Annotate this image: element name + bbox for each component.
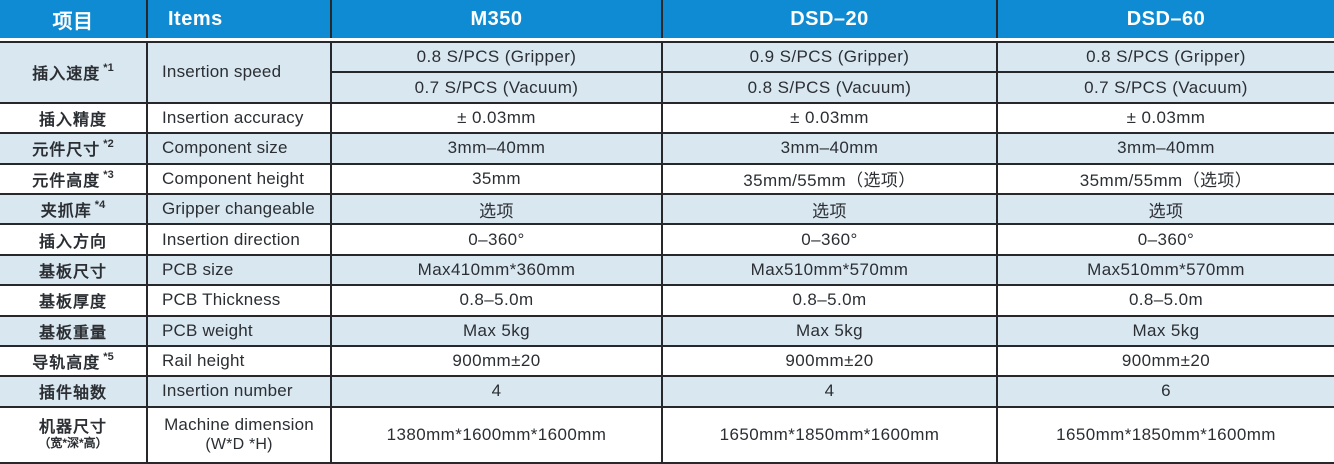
- spec-value: 0.8–5.0m: [332, 286, 663, 317]
- row-label-en: Machine dimension (W*D *H): [148, 407, 332, 464]
- row-label-zh: 插件轴数: [0, 377, 148, 408]
- spec-value: 0.8–5.0m: [663, 286, 998, 317]
- row-label-en: PCB weight: [148, 316, 332, 347]
- row-label-en: Insertion speed: [148, 43, 332, 104]
- spec-value: 900mm±20: [998, 346, 1334, 378]
- spec-table-body: 插入速度 *1 Insertion speed 0.8 S/PCS (Gripper)…: [0, 41, 1334, 464]
- footnote-marker: *2: [103, 138, 114, 151]
- spec-value: 0.8 S/PCS (Vacuum): [663, 73, 998, 104]
- spec-value: 900mm±20: [663, 346, 998, 378]
- row-label-en: Component height: [148, 164, 332, 195]
- spec-value: 3mm–40mm: [663, 134, 998, 165]
- spec-value: 0.7 S/PCS (Vacuum): [998, 73, 1334, 104]
- spec-value: 35mm/55mm（选项）: [998, 164, 1334, 195]
- spec-value: 0–360°: [332, 225, 663, 256]
- spec-value: 900mm±20: [332, 346, 663, 378]
- row-label-en: Insertion accuracy: [148, 103, 332, 135]
- spec-value: Max510mm*570mm: [998, 255, 1334, 287]
- spec-value: 3mm–40mm: [998, 134, 1334, 165]
- spec-value: Max 5kg: [663, 316, 998, 347]
- spec-value: ± 0.03mm: [332, 103, 663, 135]
- row-label-en: Insertion direction: [148, 225, 332, 256]
- row-label-zh: 基板尺寸: [0, 255, 148, 287]
- header-items-en: Items: [148, 0, 332, 38]
- spec-value: 0.7 S/PCS (Vacuum): [332, 73, 663, 104]
- row-label-zh: 基板厚度: [0, 286, 148, 317]
- row-label-zh: 插入速度 *1: [0, 43, 148, 104]
- spec-value: Max410mm*360mm: [332, 255, 663, 287]
- spec-value: Max510mm*570mm: [663, 255, 998, 287]
- spec-value: 选项: [663, 194, 998, 226]
- row-label-en: Insertion number: [148, 377, 332, 408]
- row-label-zh: 元件尺寸 *2: [0, 134, 148, 165]
- table-header-row: 项目 Items M350 DSD–20 DSD–60: [0, 0, 1334, 38]
- spec-value: ± 0.03mm: [663, 103, 998, 135]
- spec-value: 4: [663, 377, 998, 408]
- spec-value: 选项: [998, 194, 1334, 226]
- row-label-zh: 插入方向: [0, 225, 148, 256]
- row-label-en: PCB size: [148, 255, 332, 287]
- spec-value: 0–360°: [663, 225, 998, 256]
- spec-value: 4: [332, 377, 663, 408]
- spec-value: 0.9 S/PCS (Gripper): [663, 43, 998, 74]
- footnote-marker: *4: [94, 199, 106, 212]
- header-separator: [0, 38, 1334, 41]
- spec-value: 1650mm*1850mm*1600mm: [998, 407, 1334, 464]
- row-label-zh: 机器尺寸 （宽*深*高）: [0, 407, 148, 464]
- footnote-marker: *1: [103, 62, 114, 75]
- spec-value: 0.8 S/PCS (Gripper): [998, 43, 1334, 74]
- spec-value: ± 0.03mm: [998, 103, 1334, 135]
- row-label-en: Gripper changeable: [148, 194, 332, 226]
- spec-value: 1380mm*1600mm*1600mm: [332, 407, 663, 464]
- row-label-zh: 导轨高度 *5: [0, 346, 148, 378]
- header-items-zh: 项目: [0, 0, 148, 38]
- spec-value: 35mm/55mm（选项）: [663, 164, 998, 195]
- spec-value: Max 5kg: [998, 316, 1334, 347]
- row-label-zh: 基板重量: [0, 316, 148, 347]
- footnote-marker: *5: [103, 351, 114, 364]
- header-model-dsd60: DSD–60: [1126, 7, 1206, 30]
- spec-value: 3mm–40mm: [332, 134, 663, 165]
- spec-value: 0.8 S/PCS (Gripper): [332, 43, 663, 74]
- row-label-en: Component size: [148, 134, 332, 165]
- header-model-dsd20: DSD–20: [663, 0, 998, 38]
- spec-value: 35mm: [332, 164, 663, 195]
- header-model-m350: M350: [332, 0, 663, 38]
- row-label-en: Rail height: [148, 346, 332, 378]
- spec-value: Max 5kg: [332, 316, 663, 347]
- spec-value: 0–360°: [998, 225, 1334, 256]
- footnote-marker: *3: [103, 168, 114, 181]
- row-label-en: PCB Thickness: [148, 286, 332, 317]
- spec-value: 选项: [332, 194, 663, 226]
- spec-value: 0.8–5.0m: [998, 286, 1334, 317]
- row-label-zh: 插入精度: [0, 103, 148, 135]
- row-label-zh: 元件高度 *3: [0, 164, 148, 195]
- spec-value: 6: [998, 377, 1334, 408]
- spec-value: 1650mm*1850mm*1600mm: [663, 407, 998, 464]
- row-label-zh: 夹抓库 *4: [0, 194, 148, 226]
